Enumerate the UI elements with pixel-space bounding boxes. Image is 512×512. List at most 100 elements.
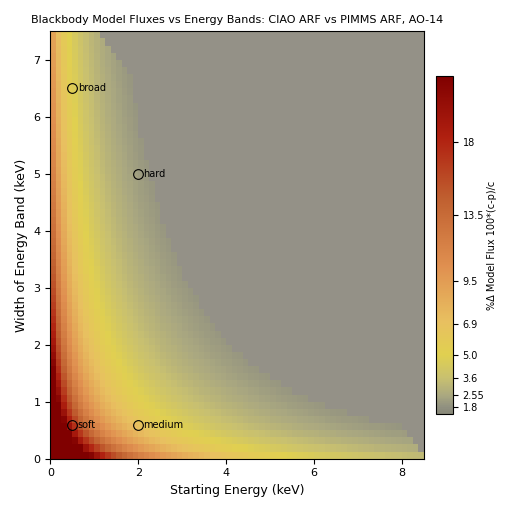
Bar bbox=[105, 117, 111, 124]
Bar bbox=[265, 167, 270, 174]
Bar bbox=[204, 202, 209, 209]
Bar bbox=[67, 295, 72, 302]
Bar bbox=[193, 316, 199, 324]
Bar bbox=[89, 209, 94, 217]
Bar bbox=[56, 352, 61, 359]
Bar bbox=[364, 188, 369, 195]
Bar bbox=[253, 74, 259, 81]
Bar bbox=[253, 131, 259, 138]
Bar bbox=[83, 81, 89, 88]
Bar bbox=[188, 380, 193, 388]
Bar bbox=[347, 31, 352, 38]
Bar bbox=[83, 345, 89, 352]
Bar bbox=[177, 430, 182, 437]
Bar bbox=[72, 195, 78, 202]
Bar bbox=[171, 231, 177, 238]
Bar bbox=[138, 324, 144, 331]
Bar bbox=[188, 273, 193, 281]
Bar bbox=[319, 53, 325, 60]
Bar bbox=[319, 145, 325, 153]
Bar bbox=[259, 238, 265, 245]
Bar bbox=[133, 309, 138, 316]
Bar bbox=[369, 352, 374, 359]
Bar bbox=[259, 153, 265, 160]
Bar bbox=[369, 81, 374, 88]
Bar bbox=[259, 138, 265, 145]
Bar bbox=[182, 202, 188, 209]
Bar bbox=[347, 266, 352, 273]
Bar bbox=[133, 259, 138, 266]
Bar bbox=[72, 81, 78, 88]
Bar bbox=[342, 295, 347, 302]
Bar bbox=[352, 345, 358, 352]
Bar bbox=[237, 160, 243, 167]
Bar bbox=[105, 224, 111, 231]
Bar bbox=[72, 181, 78, 188]
Bar bbox=[308, 373, 314, 380]
Bar bbox=[275, 309, 281, 316]
Bar bbox=[314, 345, 319, 352]
Bar bbox=[127, 437, 133, 444]
Bar bbox=[231, 195, 237, 202]
Bar bbox=[248, 388, 253, 395]
Bar bbox=[386, 259, 391, 266]
Bar bbox=[111, 53, 116, 60]
Bar bbox=[347, 388, 352, 395]
Bar bbox=[149, 252, 155, 259]
Bar bbox=[369, 452, 374, 459]
Bar bbox=[253, 238, 259, 245]
Bar bbox=[105, 102, 111, 110]
Bar bbox=[50, 110, 56, 117]
Bar bbox=[149, 145, 155, 153]
Bar bbox=[177, 409, 182, 416]
Bar bbox=[50, 352, 56, 359]
Bar bbox=[138, 302, 144, 309]
Bar bbox=[149, 167, 155, 174]
Bar bbox=[325, 53, 330, 60]
Bar bbox=[364, 409, 369, 416]
Bar bbox=[265, 81, 270, 88]
Bar bbox=[166, 188, 171, 195]
Bar bbox=[78, 402, 83, 409]
Bar bbox=[265, 74, 270, 81]
Bar bbox=[199, 46, 204, 53]
Bar bbox=[182, 259, 188, 266]
Bar bbox=[94, 452, 100, 459]
Bar bbox=[116, 160, 122, 167]
Bar bbox=[408, 217, 413, 224]
Bar bbox=[292, 359, 297, 366]
Bar bbox=[116, 409, 122, 416]
Bar bbox=[182, 316, 188, 324]
Bar bbox=[342, 31, 347, 38]
Bar bbox=[78, 74, 83, 81]
Bar bbox=[144, 252, 149, 259]
Bar bbox=[342, 324, 347, 331]
Bar bbox=[364, 337, 369, 345]
Bar bbox=[396, 81, 402, 88]
Bar bbox=[226, 209, 231, 217]
Bar bbox=[418, 46, 424, 53]
Bar bbox=[100, 266, 105, 273]
Bar bbox=[67, 195, 72, 202]
Bar bbox=[160, 231, 166, 238]
Bar bbox=[221, 324, 226, 331]
Bar bbox=[374, 195, 380, 202]
Bar bbox=[166, 38, 171, 46]
Bar bbox=[83, 88, 89, 95]
Bar bbox=[319, 46, 325, 53]
Bar bbox=[248, 202, 253, 209]
Bar bbox=[253, 302, 259, 309]
Bar bbox=[149, 60, 155, 67]
Bar bbox=[100, 117, 105, 124]
Bar bbox=[265, 238, 270, 245]
Bar bbox=[303, 430, 308, 437]
Bar bbox=[94, 309, 100, 316]
Bar bbox=[391, 46, 396, 53]
Bar bbox=[177, 402, 182, 409]
Bar bbox=[253, 416, 259, 423]
Bar bbox=[281, 395, 287, 402]
Bar bbox=[330, 60, 336, 67]
Bar bbox=[243, 53, 248, 60]
Bar bbox=[209, 309, 215, 316]
Bar bbox=[182, 302, 188, 309]
